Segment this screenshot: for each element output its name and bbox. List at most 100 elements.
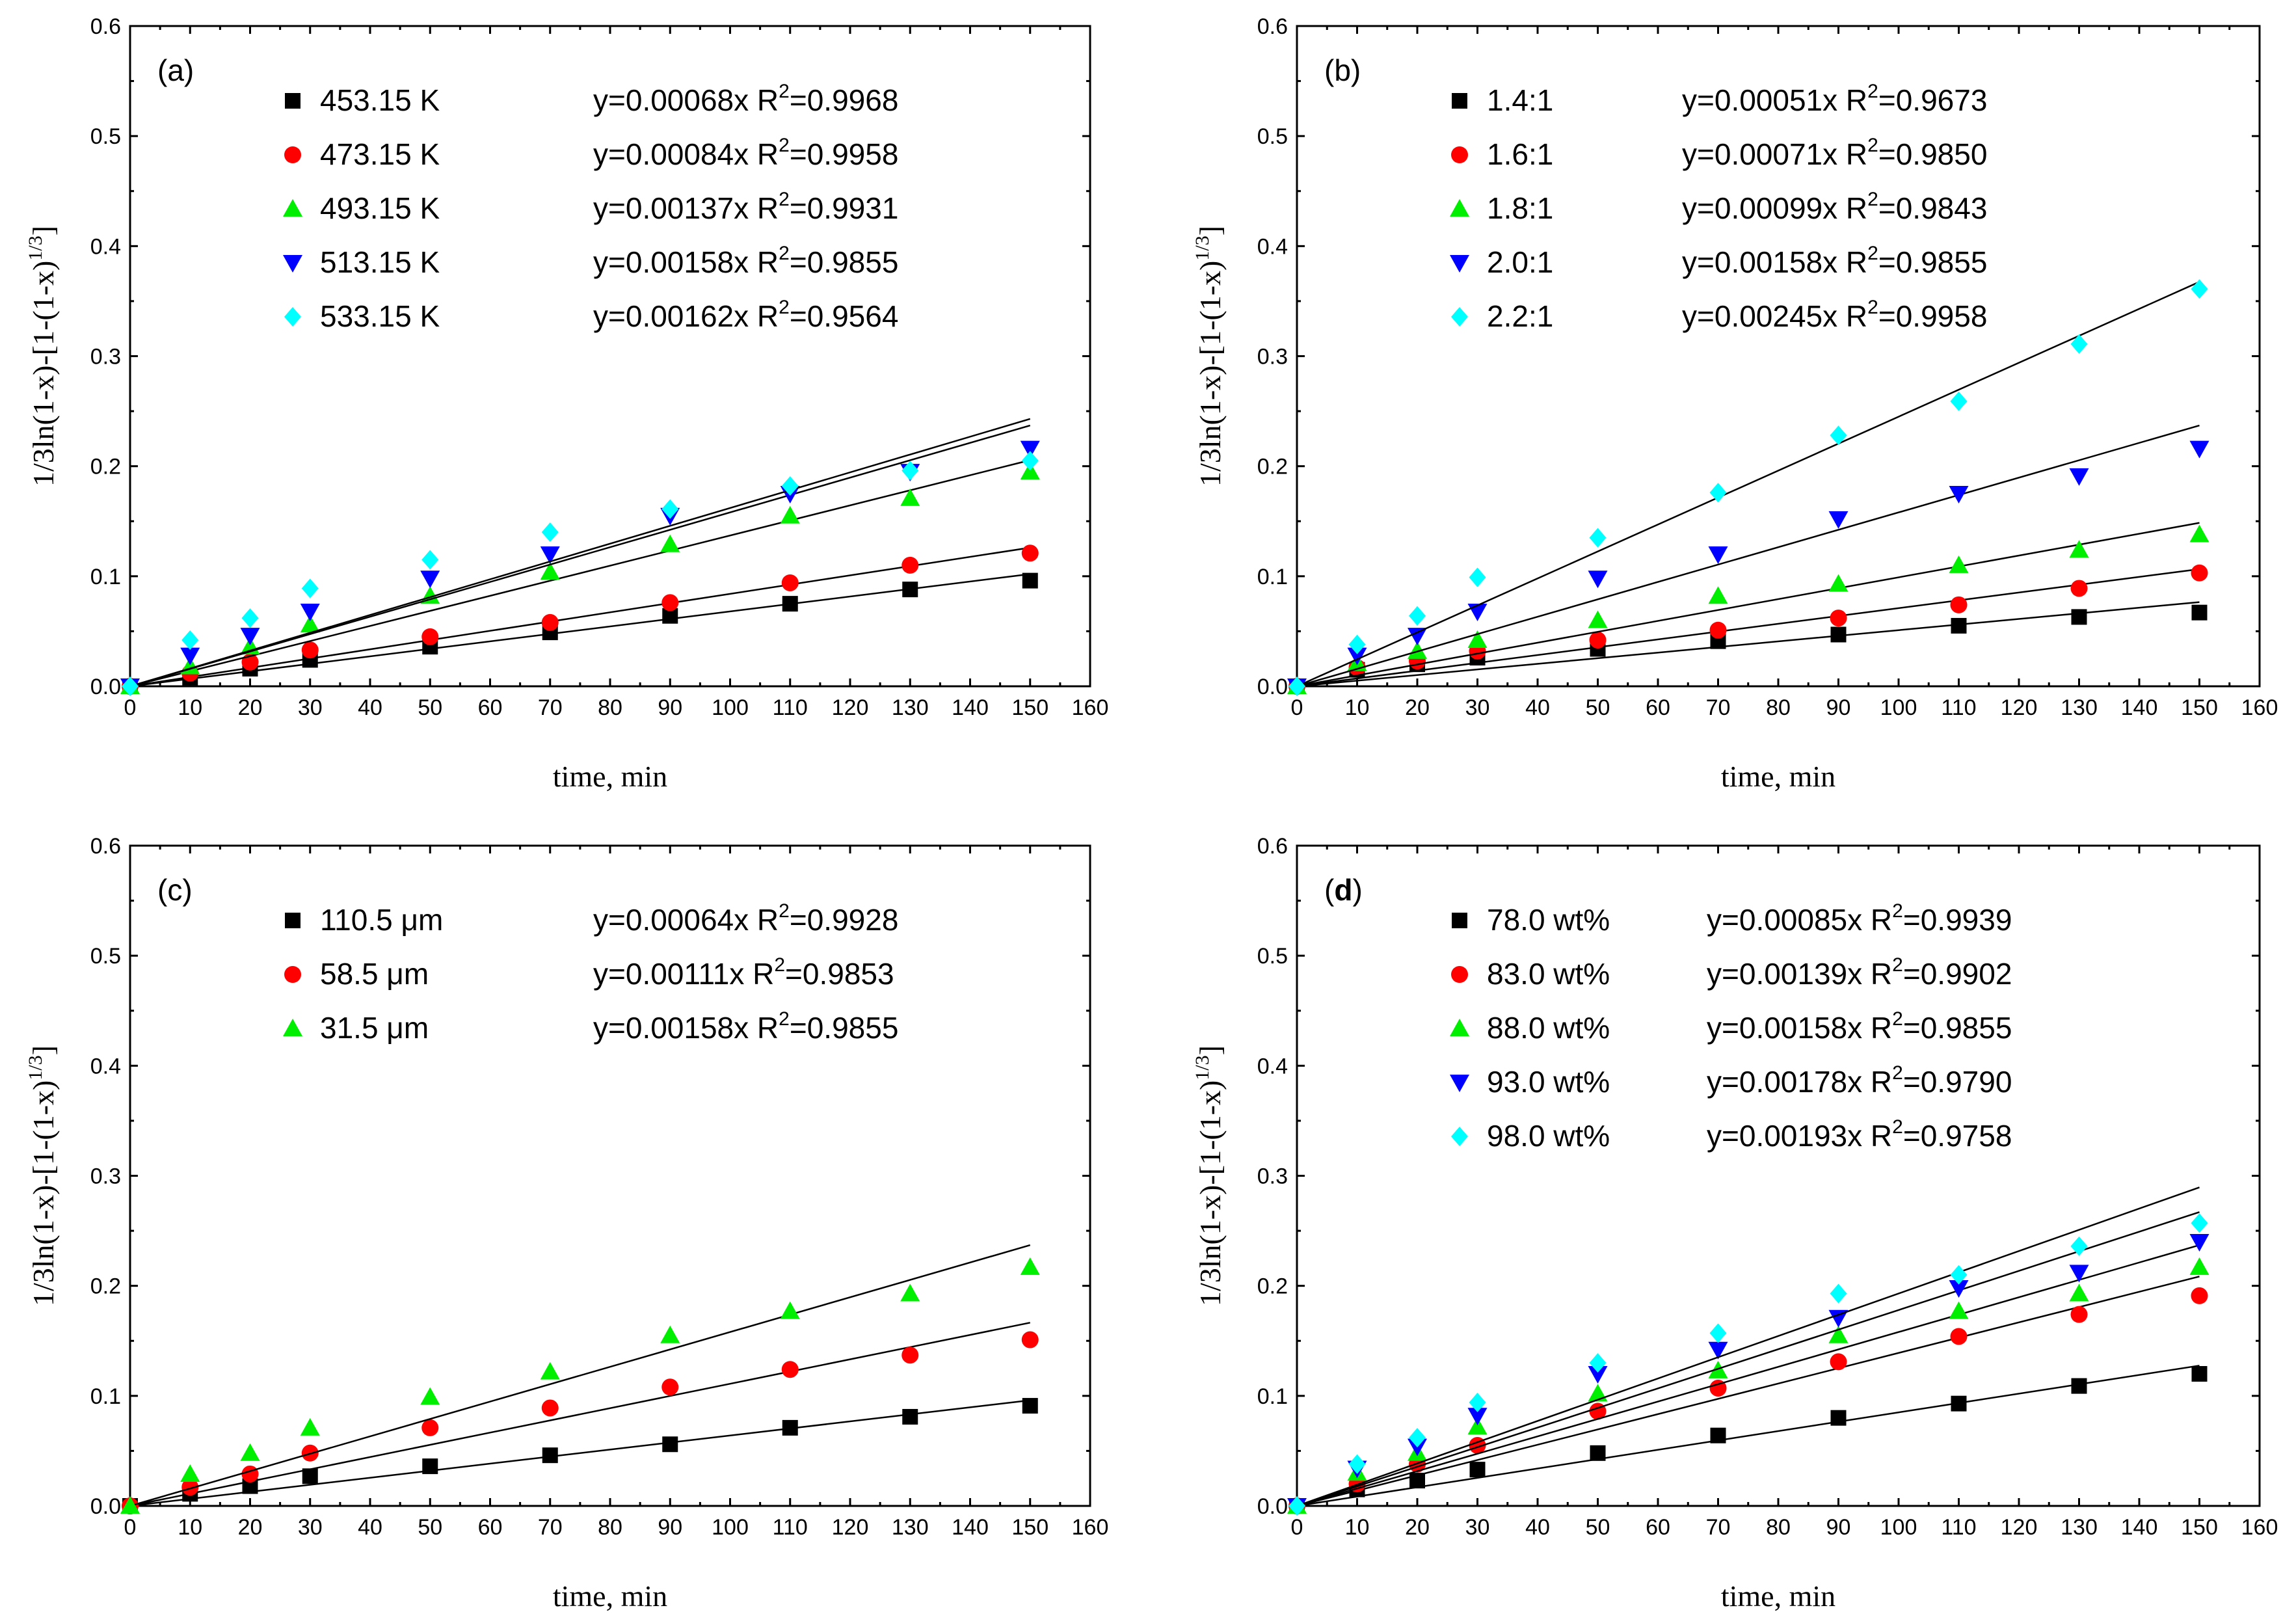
data-point bbox=[660, 534, 680, 552]
x-tick-label: 10 bbox=[1345, 1515, 1370, 1540]
x-tick-label: 60 bbox=[478, 1515, 503, 1540]
fit-line-series-3 bbox=[129, 1244, 1031, 1507]
data-point bbox=[901, 1347, 919, 1364]
data-point bbox=[2189, 1234, 2209, 1252]
data-point bbox=[422, 1458, 438, 1475]
legend-eq-value: =0.9855 bbox=[1903, 1011, 2012, 1045]
y-tick-label: 0.1 bbox=[90, 565, 121, 589]
y-axis-title-sup: 1/3 bbox=[1192, 235, 1213, 260]
series-3-points bbox=[120, 1257, 1040, 1514]
x-tick-label: 110 bbox=[1941, 695, 1976, 720]
fit-line-series-2 bbox=[1296, 568, 2200, 688]
data-point bbox=[2071, 609, 2087, 625]
data-point bbox=[541, 613, 559, 631]
legend-eq-value: =0.9855 bbox=[790, 1011, 899, 1045]
data-point bbox=[421, 628, 439, 645]
x-tick-label: 150 bbox=[1011, 1515, 1048, 1540]
data-point bbox=[1589, 528, 1607, 548]
legend-eq-text: y=0.00158x R bbox=[593, 245, 779, 279]
data-point bbox=[2191, 1366, 2208, 1382]
data-point bbox=[1408, 628, 1427, 646]
x-tick-label: 30 bbox=[298, 1515, 323, 1540]
legend-eq-text: y=0.00158x R bbox=[593, 1011, 779, 1045]
data-point bbox=[1709, 621, 1727, 639]
x-tick-label: 50 bbox=[1586, 1515, 1610, 1540]
y-tick-label: 0.6 bbox=[1257, 834, 1288, 859]
legend-eq-value: =0.9853 bbox=[785, 957, 894, 991]
legend-eq-text: y=0.00137x R bbox=[593, 191, 779, 225]
x-tick-label: 80 bbox=[598, 695, 622, 720]
data-point bbox=[181, 1479, 199, 1496]
data-point bbox=[1469, 1392, 1486, 1412]
y-tick-label: 0.3 bbox=[90, 345, 121, 369]
y-tick-label: 0.2 bbox=[90, 1274, 121, 1299]
x-tick-label: 20 bbox=[1405, 1515, 1430, 1540]
y-tick-label: 0.3 bbox=[90, 1164, 121, 1189]
legend-eq-sup: 2 bbox=[1867, 81, 1878, 102]
x-tick-label: 70 bbox=[538, 1515, 563, 1540]
x-tick-label: 160 bbox=[2241, 695, 2278, 720]
legend-eq-sup: 2 bbox=[779, 135, 790, 156]
chart-panel-1: 0 10 20 30 40 50 60 70 80 90 100 110 120 130 140 150 160… bbox=[25, 14, 1108, 793]
x-tick-label: 150 bbox=[1011, 695, 1048, 720]
series-1-points bbox=[1289, 1366, 2208, 1514]
legend-equation: y=0.00158x R2=0.9855 bbox=[593, 1008, 898, 1045]
x-tick-label: 70 bbox=[538, 695, 563, 720]
data-point bbox=[780, 505, 800, 524]
data-point bbox=[1409, 1428, 1426, 1448]
x-tick-label: 160 bbox=[1072, 1515, 1109, 1540]
x-tick-label: 40 bbox=[358, 1515, 382, 1540]
data-point bbox=[1830, 1410, 1847, 1426]
legend-marker bbox=[284, 966, 301, 983]
data-point bbox=[2069, 1283, 2089, 1302]
legend-marker bbox=[285, 913, 300, 928]
legend-series-name: 453.15 K bbox=[320, 83, 440, 117]
y-axis-title: 1/3ln(1-x)-[1-(1-x)1/3] bbox=[25, 226, 60, 487]
fit-line-series-5 bbox=[129, 418, 1031, 688]
legend-equation: y=0.00111x R2=0.9853 bbox=[593, 954, 894, 991]
legend-series-name: 473.15 K bbox=[320, 137, 440, 171]
data-point bbox=[300, 603, 320, 621]
data-point bbox=[1950, 596, 1968, 613]
x-tick-label: 110 bbox=[773, 1515, 808, 1540]
legend-equation: y=0.00071x R2=0.9850 bbox=[1682, 135, 1987, 171]
fit-line-series-1 bbox=[129, 1399, 1030, 1507]
y-axis-title-part: 1/3ln(1-x)-[1-(1-x) bbox=[1194, 1080, 1227, 1306]
data-point bbox=[1830, 626, 1847, 643]
legend-eq-value: =0.9902 bbox=[1903, 957, 2012, 991]
x-tick-label: 160 bbox=[2241, 1515, 2278, 1540]
legend-eq-text: y=0.00084x R bbox=[593, 137, 779, 171]
legend-series-name: 58.5 μm bbox=[320, 957, 429, 991]
data-point bbox=[661, 499, 679, 519]
legend-series-name: 110.5 μm bbox=[320, 903, 443, 937]
legend-eq-sup: 2 bbox=[779, 243, 790, 264]
legend-eq-text: y=0.00064x R bbox=[593, 903, 779, 937]
x-axis-title: time, min bbox=[1721, 1579, 1835, 1613]
series-5-points bbox=[1288, 279, 2208, 696]
legend-marker bbox=[283, 255, 302, 273]
legend-eq-text: y=0.00071x R bbox=[1682, 137, 1867, 171]
x-tick-label: 140 bbox=[2121, 1515, 2158, 1540]
x-tick-label: 80 bbox=[1766, 1515, 1791, 1540]
data-point bbox=[1588, 1366, 1608, 1384]
legend-eq-sup: 2 bbox=[1892, 1062, 1903, 1084]
legend-series-name: 83.0 wt% bbox=[1487, 957, 1610, 991]
legend-eq-value: =0.9939 bbox=[1903, 903, 2012, 937]
data-point bbox=[2191, 564, 2208, 582]
legend-eq-value: =0.9958 bbox=[1878, 299, 1988, 333]
data-point bbox=[421, 1419, 439, 1436]
x-tick-label: 60 bbox=[1646, 695, 1670, 720]
fit-line-series-4 bbox=[129, 424, 1031, 688]
data-point bbox=[1408, 1438, 1427, 1456]
y-tick-label: 0.1 bbox=[1257, 1384, 1288, 1409]
y-axis-title-sup: 1/3 bbox=[25, 235, 46, 260]
fit-line-series-4 bbox=[1296, 1211, 2200, 1507]
data-point bbox=[901, 556, 919, 574]
data-point bbox=[1951, 617, 1967, 634]
data-point bbox=[2071, 1378, 2087, 1394]
data-point bbox=[300, 1417, 320, 1436]
legend-eq-sup: 2 bbox=[1867, 135, 1878, 156]
x-tick-label: 90 bbox=[658, 1515, 682, 1540]
data-point bbox=[2069, 540, 2089, 558]
legend-eq-text: y=0.00158x R bbox=[1682, 245, 1867, 279]
